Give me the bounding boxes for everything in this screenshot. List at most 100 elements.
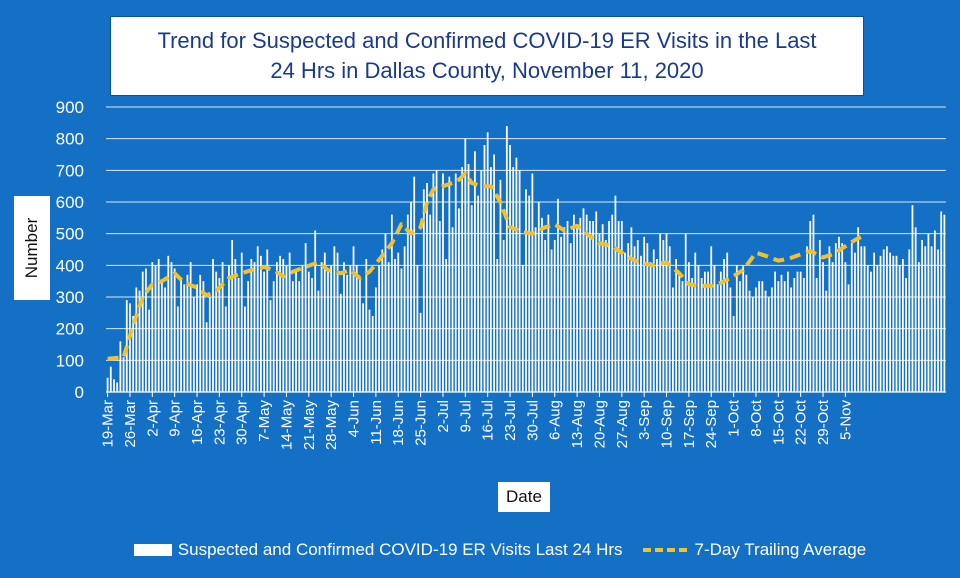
bar: [397, 252, 400, 392]
bar: [205, 322, 208, 392]
bar: [563, 227, 566, 392]
y-tick-label: 100: [56, 351, 84, 370]
x-tick-label: 29-Oct: [815, 399, 832, 445]
bar: [359, 278, 361, 392]
bar: [346, 274, 349, 392]
bar: [438, 221, 441, 392]
bar: [592, 221, 594, 392]
bar: [480, 170, 483, 392]
bar: [933, 230, 936, 392]
bar: [710, 246, 713, 392]
x-tick-label: 7-May: [256, 400, 273, 442]
x-tick-label: 13-Aug: [569, 400, 586, 448]
bar: [426, 183, 428, 392]
bar: [237, 278, 240, 392]
bar: [748, 290, 751, 392]
bar: [793, 278, 796, 392]
bar: [771, 287, 773, 392]
bar: [863, 246, 866, 392]
x-tick-label: 1-Oct: [726, 399, 743, 437]
bar: [301, 265, 304, 392]
bar: [416, 265, 419, 392]
y-tick-label: 800: [56, 130, 84, 149]
x-tick-label: 30-Jul: [524, 400, 541, 441]
bar: [927, 233, 930, 392]
bar: [761, 281, 764, 392]
bar: [202, 281, 205, 392]
bar: [640, 255, 642, 392]
bar: [854, 252, 856, 392]
series-line-7day-average: [107, 171, 866, 361]
bar: [528, 195, 531, 392]
x-tick-label: 23-Jul: [502, 400, 519, 441]
bar: [260, 255, 262, 392]
bar: [707, 271, 709, 392]
bar: [477, 195, 479, 392]
x-tick-label: 16-Jul: [480, 400, 497, 441]
bar: [512, 167, 515, 392]
bar: [157, 259, 160, 392]
bar: [537, 202, 540, 392]
bar: [458, 208, 460, 392]
bar: [678, 271, 681, 392]
bar: [151, 262, 154, 392]
bar: [339, 293, 342, 392]
bar: [186, 274, 189, 392]
bar: [221, 262, 224, 392]
x-tick-label: 6-Aug: [547, 400, 564, 440]
bar: [390, 214, 393, 392]
bar: [742, 265, 745, 392]
bar: [573, 214, 575, 392]
chart-title: Trend for Suspected and Confirmed COVID-…: [110, 16, 864, 96]
bar: [930, 246, 933, 392]
y-tick-label: 400: [56, 256, 84, 275]
bar: [822, 262, 824, 392]
bar: [688, 262, 690, 392]
bar: [272, 281, 275, 392]
x-tick-label: 14-May: [278, 400, 295, 451]
bar: [828, 246, 831, 392]
bar: [135, 287, 138, 392]
x-tick-label: 5-Nov: [837, 400, 854, 441]
x-tick-label: 25-Jun: [413, 400, 430, 446]
bar: [617, 221, 620, 392]
bar: [141, 271, 144, 392]
bar: [908, 249, 911, 392]
bar: [812, 214, 815, 392]
bar: [755, 287, 757, 392]
bar: [879, 255, 882, 392]
x-tick-label: 27-Aug: [614, 400, 631, 448]
bar: [154, 265, 157, 392]
bar: [467, 164, 470, 392]
y-tick-label: 600: [56, 193, 84, 212]
bar: [905, 278, 907, 392]
bar: [295, 271, 297, 392]
bar: [857, 227, 860, 392]
bar: [739, 281, 741, 392]
bar: [668, 246, 671, 392]
x-tick-label: 8-Oct: [748, 399, 765, 437]
bar: [569, 243, 572, 392]
bar: [841, 243, 844, 392]
bar: [608, 221, 610, 392]
bar: [333, 246, 336, 392]
bar: [109, 366, 112, 392]
bar: [250, 259, 253, 392]
bar: [703, 271, 706, 392]
bar: [684, 233, 687, 392]
bar: [809, 221, 812, 392]
y-tick-label: 700: [56, 161, 84, 180]
x-tick-label: 2-Apr: [144, 400, 161, 437]
bar: [943, 214, 946, 392]
bar: [672, 287, 674, 392]
bar: [713, 265, 716, 392]
bar: [783, 281, 786, 392]
bar: [726, 252, 729, 392]
bar: [378, 265, 380, 392]
bar: [330, 265, 333, 392]
x-tick-label: 3-Sep: [636, 400, 653, 440]
chart-title-line1: Trend for Suspected and Confirmed COVID-…: [157, 28, 817, 53]
x-tick-label: 30-Apr: [234, 400, 251, 445]
bar: [825, 290, 828, 392]
